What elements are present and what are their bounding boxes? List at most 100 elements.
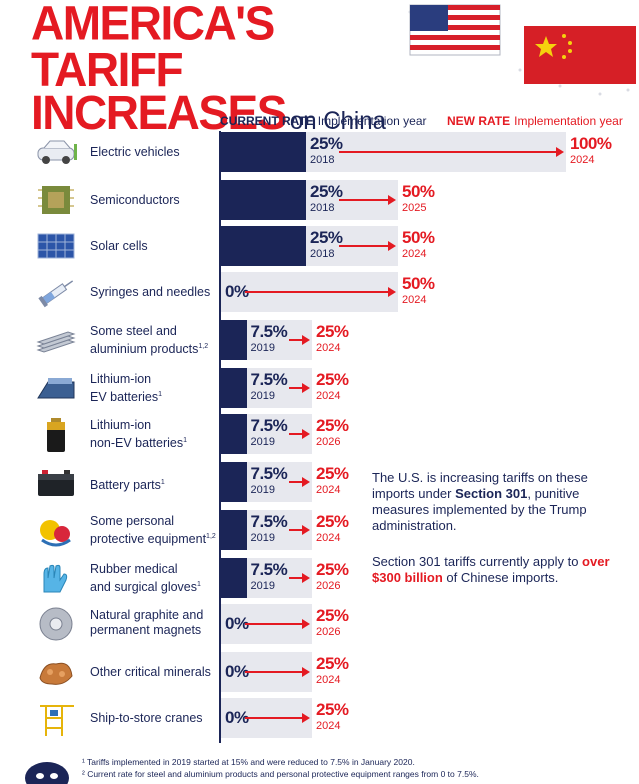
new-rate-year: 2024 [316,674,341,686]
page-title: AMERICA'S TARIFF INCREASES on China [31,0,411,136]
current-rate-label: 7.5% [250,560,288,579]
chart-row: Some personal protective equipment1,2 [0,508,639,552]
row-label-line-1: Natural graphite and [90,608,204,622]
row-label: Natural graphite and permanent magnets [90,608,203,638]
current-rate-label: 0% [225,614,249,633]
current-rate-label: 25% [310,228,343,247]
chart-row: Lithium-ion EV batteries1 [0,366,639,410]
increase-arrow [288,383,310,393]
current-rate-year: 2019 [250,436,275,448]
footnote-1: ¹ Tariffs implemented in 2019 started at… [82,757,415,767]
new-rate-label: 50% [402,274,435,293]
current-rate-bar [221,226,306,266]
row-label-line-1: Other critical minerals [90,665,211,679]
syringe-icon [38,280,74,308]
axis-line [219,131,221,743]
section-301-note: The U.S. is increasing tariffs on these … [372,470,588,533]
new-rate-label: 25% [316,700,349,719]
steel-icon [36,331,76,353]
new-rate-label: 25% [316,464,349,483]
title-line-2: INCREASES on China [31,88,411,136]
new-rate-year: 2025 [402,202,427,214]
footnote-2: ² Current rate for steel and aluminium p… [82,769,479,779]
row-label: Lithium-ion EV batteries1 [90,372,162,405]
increase-arrow [288,573,310,583]
increase-arrow [288,525,310,535]
title-suffix: on China [289,107,386,136]
current-rate-label: 0% [225,282,249,301]
row-label: Electric vehicles [90,145,180,160]
footnote-ref: 1 [183,437,188,444]
china-flag-container-icon [524,26,636,84]
row-label-line-1: Ship-to-store cranes [90,711,203,725]
current-rate-bar [221,132,306,172]
footnote-ref: 1,2 [206,533,216,540]
minerals-icon [39,662,73,685]
row-label-line-1: Syringes and needles [90,285,211,299]
footnote-ref: 1 [197,581,201,588]
row-label-line-2: protective equipment1,2 [90,532,216,547]
current-rate-year: 2019 [250,484,275,496]
new-rate-label: 25% [316,322,349,341]
car-battery-icon [38,470,74,496]
row-label-line-1: Lithium-ion [90,418,152,432]
chart-row: Electric vehicles [0,130,639,174]
row-label: Ship-to-store cranes [90,711,203,726]
current-rate-bar [221,558,247,598]
footnotes: ¹ Tariffs implemented in 2019 started at… [82,756,479,780]
car-icon [37,140,77,164]
row-label-line-2: permanent magnets [90,623,202,637]
row-label: Semiconductors [90,193,180,208]
new-rate-year: 2024 [316,720,341,732]
current-rate-year: 2018 [310,202,335,214]
increase-arrow [339,241,396,251]
new-rate-label: 25% [316,560,349,579]
chart-row: Semiconductors [0,178,639,222]
increase-arrow [245,619,310,629]
crane-icon [40,705,74,736]
current-rate-label: 7.5% [250,416,288,435]
chart-row: Solar cells [0,224,639,268]
new-rate-label: 25% [316,512,349,531]
row-label-line-1: Some steel and [90,324,177,338]
title-line-1: AMERICA'S TARIFF [31,0,275,97]
current-rate-year: 2018 [310,248,335,260]
chart-row: Other critical minerals [0,650,639,694]
current-rate-bar [221,510,247,550]
row-label-line-2: non-EV batteries1 [90,436,188,451]
current-rate-label: 0% [225,662,249,681]
current-rate-year: 2019 [250,390,275,402]
row-label-line-1: Lithium-ion [90,372,152,386]
new-rate-label: 25% [316,416,349,435]
row-label-line-1: Solar cells [90,239,148,253]
current-rate-bar [221,320,247,360]
new-rate-label: 25% [316,606,349,625]
row-label: Solar cells [90,239,148,254]
footnote-ref: 1 [160,479,165,486]
row-label-line-2: and surgical gloves1 [90,580,201,595]
current-rate-bar [221,180,306,220]
increase-arrow [245,667,310,677]
new-rate-year: 2024 [570,154,595,166]
current-rate-bar [221,368,247,408]
row-label-line-1: Battery parts1 [90,478,165,493]
row-label-line-1: Some personal [90,514,175,528]
row-label: Syringes and needles [90,285,210,300]
chart-row: Some steel and aluminium products1,2 [0,318,639,362]
us-flag-container-icon [409,4,501,56]
footnote-ref: 1 [158,391,162,398]
row-label: Other critical minerals [90,665,211,680]
battery-icon [47,418,65,452]
new-rate-label: 25% [316,654,349,673]
increase-arrow [339,147,564,157]
current-rate-label: 7.5% [250,370,288,389]
current-rate-bar [221,414,247,454]
increase-arrow [245,713,310,723]
ppe-icon [40,520,71,547]
current-rate-header: CURRENT RATE Implementation year [220,114,427,128]
title-line-2-text: INCREASES [31,85,287,140]
current-rate-label: 7.5% [250,512,288,531]
new-rate-year: 2024 [402,248,427,260]
current-rate-label: 7.5% [250,322,288,341]
current-rate-year: 2019 [250,532,275,544]
